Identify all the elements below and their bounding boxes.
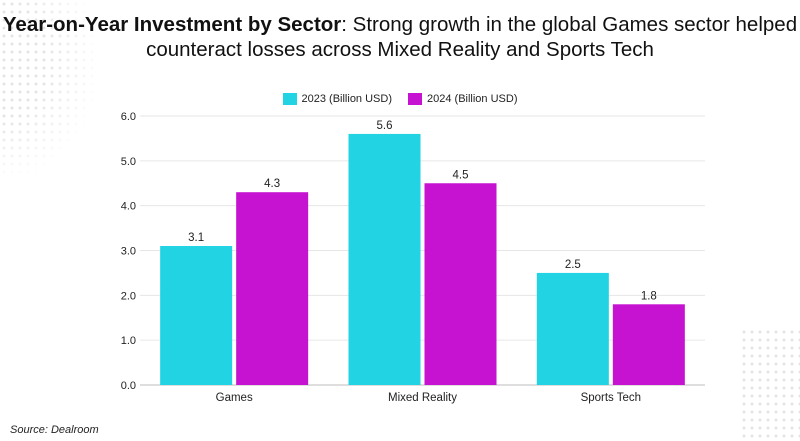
chart-title-bold: Year-on-Year Investment by Sector xyxy=(2,13,342,36)
bar-2024 xyxy=(424,183,497,385)
legend-label-2024: 2024 (Billion USD) xyxy=(427,93,518,105)
decorative-dots-bottom-right xyxy=(740,328,800,441)
legend-item-2024: 2024 (Billion USD) xyxy=(408,93,517,105)
y-tick-label: 5.0 xyxy=(121,156,136,168)
bar-2023 xyxy=(348,133,421,385)
data-label: 4.5 xyxy=(453,169,469,181)
y-tick-label: 2.0 xyxy=(121,290,136,302)
y-tick-label: 1.0 xyxy=(121,335,136,347)
x-tick-label: Games xyxy=(216,392,253,404)
x-tick-label: Sports Tech xyxy=(581,392,642,404)
y-tick-label: 4.0 xyxy=(121,201,136,213)
decorative-dots-top-left xyxy=(0,0,95,175)
data-label: 5.6 xyxy=(377,120,393,132)
legend-item-2023: 2023 (Billion USD) xyxy=(282,93,392,105)
chart-title: Year-on-Year Investment by Sector: Stron… xyxy=(0,12,800,62)
bar-2023 xyxy=(536,272,609,385)
bar-2024 xyxy=(612,304,685,385)
legend: 2023 (Billion USD) 2024 (Billion USD) xyxy=(0,93,800,105)
chart-title-rest: : Strong growth in the global Games sect… xyxy=(341,13,798,36)
data-label: 3.1 xyxy=(188,232,204,244)
data-label: 1.8 xyxy=(641,290,657,302)
bar-2023 xyxy=(160,246,233,385)
source-note: Source: Dealroom xyxy=(10,424,99,436)
data-label: 4.3 xyxy=(264,178,280,190)
y-tick-label: 6.0 xyxy=(121,111,136,123)
chart-subtitle-line: counteract losses across Mixed Reality a… xyxy=(146,38,654,61)
legend-swatch-2023 xyxy=(282,93,297,105)
bar-2024 xyxy=(236,192,309,385)
y-tick-label: 0.0 xyxy=(121,380,136,392)
x-tick-label: Mixed Reality xyxy=(388,392,457,404)
data-label: 2.5 xyxy=(565,259,581,271)
legend-label-2023: 2023 (Billion USD) xyxy=(301,93,392,105)
y-tick-label: 3.0 xyxy=(121,246,136,258)
legend-swatch-2024 xyxy=(408,93,422,105)
